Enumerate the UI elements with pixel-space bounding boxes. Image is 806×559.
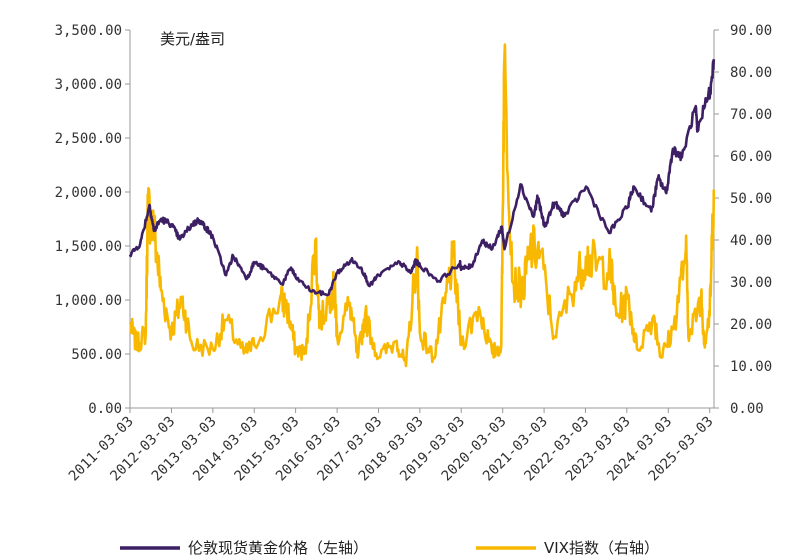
left-axis-tick-label: 500.00 — [71, 347, 122, 363]
right-axis-tick-label: 80.00 — [730, 65, 772, 81]
legend-item-gold-label: 伦敦现货黄金价格（左轴） — [188, 539, 368, 557]
legend-item-vix-label: VIX指数（右轴） — [544, 539, 659, 557]
left-axis-tick-label: 3,000.00 — [55, 77, 122, 93]
left-axis-tick-label: 1,000.00 — [55, 293, 122, 309]
right-axis-tick-label: 70.00 — [730, 107, 772, 123]
left-axis-tick-label: 1,500.00 — [55, 239, 122, 255]
right-axis-tick-label: 50.00 — [730, 191, 772, 207]
series-layer — [128, 43, 716, 368]
right-axis-tick-label: 60.00 — [730, 149, 772, 165]
legend: 伦敦现货黄金价格（左轴） VIX指数（右轴） — [120, 539, 659, 557]
vix-line — [128, 43, 716, 368]
left-axis-tick-label: 3,500.00 — [55, 23, 122, 39]
right-axis-tick-label: 30.00 — [730, 275, 772, 291]
right-axis-tick-label: 90.00 — [730, 23, 772, 39]
left-axis-unit-label: 美元/盎司 — [160, 30, 225, 48]
right-axis-tick-label: 40.00 — [730, 233, 772, 249]
left-axis-tick-label: 2,500.00 — [55, 131, 122, 147]
left-axis-tick-label: 2,000.00 — [55, 185, 122, 201]
axes-layer: 0.00 500.00 1,000.00 1,500.00 2,000.00 2,500.… — [55, 23, 773, 484]
gold-price-line — [128, 58, 716, 297]
right-axis-tick-label: 0.00 — [730, 401, 764, 417]
right-axis-tick-label: 10.00 — [730, 359, 772, 375]
left-axis-tick-label: 0.00 — [88, 401, 122, 417]
right-axis-tick-label: 20.00 — [730, 317, 772, 333]
